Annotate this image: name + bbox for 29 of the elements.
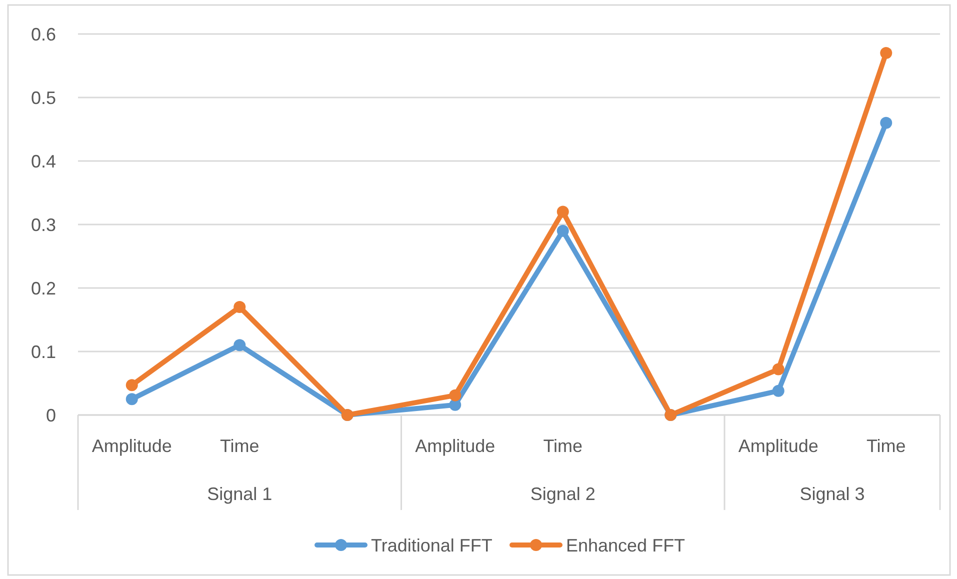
point: [556, 224, 569, 237]
y-tick-label: 0: [46, 405, 56, 426]
legend-label: Enhanced FFT: [566, 535, 686, 556]
point: [126, 379, 138, 392]
point: [234, 301, 246, 314]
y-tick-label: 0.5: [30, 88, 56, 108]
y-tick-label: 0.1: [30, 342, 56, 362]
point: [234, 339, 246, 352]
point: [880, 116, 892, 129]
y-tick-label: 0.2: [30, 278, 56, 298]
x-tick-label: Amplitude: [415, 436, 496, 456]
y-tick-label: 0.4: [30, 151, 56, 172]
x-tick-label: Time: [543, 436, 583, 456]
text: Signal 1: [207, 484, 272, 504]
x-tick-label: Amplitude: [738, 436, 818, 456]
y-tick-label: 0.6: [30, 24, 56, 44]
text: Signal 3: [800, 484, 865, 504]
y-tick-label: 0.3: [30, 214, 56, 235]
point: [880, 47, 892, 60]
x-tick-label: Time: [220, 436, 260, 456]
point: [772, 363, 784, 376]
text: Signal 2: [530, 484, 596, 504]
x-tick-label: Time: [866, 436, 906, 456]
point: [449, 389, 462, 402]
legend-label: Traditional FFT: [371, 535, 492, 556]
point: [556, 206, 569, 218]
point: [772, 384, 784, 397]
point: [126, 393, 138, 406]
x-tick-label: Amplitude: [92, 436, 172, 456]
